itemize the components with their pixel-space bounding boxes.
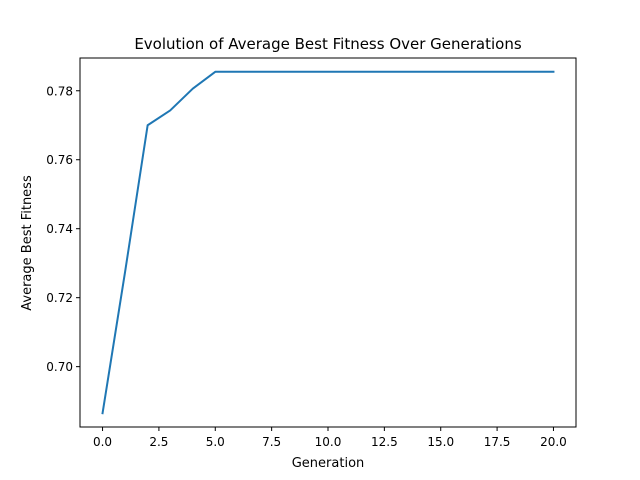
x-tick-label: 10.0 bbox=[315, 435, 342, 449]
x-tick-label: 5.0 bbox=[206, 435, 225, 449]
x-tick-label: 12.5 bbox=[371, 435, 398, 449]
x-tick-label: 2.5 bbox=[149, 435, 168, 449]
y-tick-label: 0.76 bbox=[46, 153, 73, 167]
y-tick-label: 0.72 bbox=[46, 291, 73, 305]
x-tick-label: 20.0 bbox=[540, 435, 567, 449]
x-tick-label: 0.0 bbox=[93, 435, 112, 449]
y-tick-label: 0.78 bbox=[46, 84, 73, 98]
y-tick-label: 0.70 bbox=[46, 360, 73, 374]
x-tick-label: 15.0 bbox=[427, 435, 454, 449]
axes-frame bbox=[79, 57, 577, 428]
y-axis-label: Average Best Fitness bbox=[20, 175, 35, 311]
x-tick-label: 17.5 bbox=[484, 435, 511, 449]
chart-title: Evolution of Average Best Fitness Over G… bbox=[134, 35, 522, 53]
series-line-0 bbox=[101, 70, 555, 415]
y-tick-label: 0.74 bbox=[46, 222, 73, 236]
x-tick-label: 7.5 bbox=[262, 435, 281, 449]
x-axis-label: Generation bbox=[292, 456, 365, 471]
plot-area: 0.0 2.5 5.0 7.5 10.0 12.5 15.0 17.5 20.0 0.70 0.72… bbox=[46, 57, 577, 449]
